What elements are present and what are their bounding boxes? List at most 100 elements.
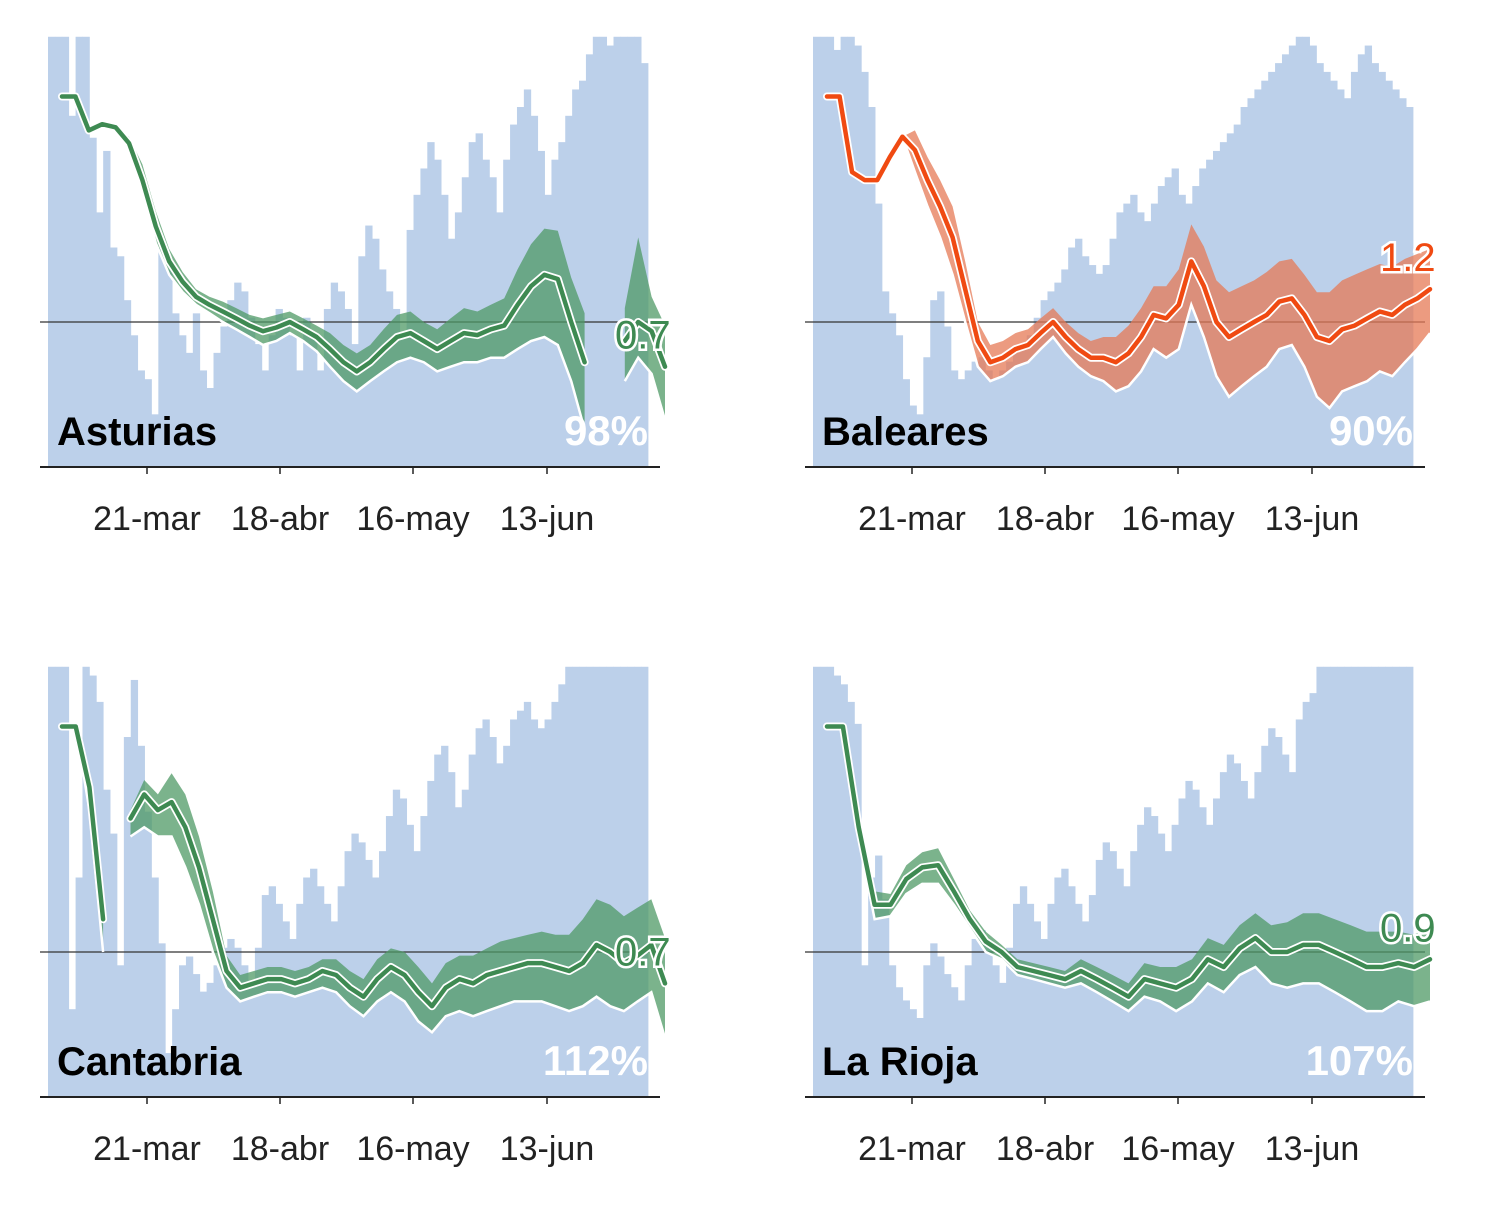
bar xyxy=(1019,886,1028,1097)
bar xyxy=(937,956,945,1097)
bar xyxy=(978,357,986,467)
bar xyxy=(165,1053,173,1097)
percentage-label: 107% xyxy=(1306,1037,1413,1084)
bar xyxy=(819,666,828,1097)
bar xyxy=(144,811,152,1097)
bar xyxy=(289,335,297,467)
bar xyxy=(1357,54,1366,468)
bar xyxy=(137,745,145,1097)
bar xyxy=(1309,45,1317,467)
bar xyxy=(937,291,945,467)
bar xyxy=(1047,903,1055,1097)
bar xyxy=(613,36,621,467)
bar xyxy=(220,947,228,1097)
bar xyxy=(895,987,904,1097)
bar xyxy=(840,36,848,467)
bar xyxy=(1013,352,1021,467)
bar xyxy=(537,728,545,1097)
bar xyxy=(613,666,621,1097)
bar xyxy=(1350,71,1359,468)
bar xyxy=(551,701,559,1097)
bar xyxy=(151,414,159,467)
bar xyxy=(634,666,642,1097)
x-tick-label: 13-jun xyxy=(500,1130,595,1168)
rt-line xyxy=(824,724,1433,999)
bar xyxy=(61,36,70,467)
bar xyxy=(1157,833,1166,1097)
bar xyxy=(1054,877,1062,1097)
bar xyxy=(330,921,339,1097)
bar xyxy=(103,150,111,468)
x-tick-label: 18-abr xyxy=(996,500,1094,538)
bar xyxy=(130,679,139,1097)
confidence-band xyxy=(827,725,1431,1013)
bar xyxy=(151,877,159,1097)
bar xyxy=(461,789,470,1097)
bar xyxy=(868,877,876,1097)
bar xyxy=(116,256,125,467)
bar xyxy=(999,370,1007,467)
bar xyxy=(296,903,304,1097)
band-low-edge xyxy=(129,825,667,1039)
bar xyxy=(1330,80,1338,468)
x-tick-label: 13-jun xyxy=(1265,1130,1360,1168)
x-tick-label: 18-abr xyxy=(231,1130,329,1168)
bar xyxy=(565,666,573,1097)
panel-baleares: 1.2 21-mar 18-abr 16-may 13-jun Baleares 90% xyxy=(805,20,1500,590)
bar xyxy=(241,965,249,1097)
region-label: La Rioja xyxy=(822,1040,978,1084)
bar xyxy=(220,326,228,467)
bar xyxy=(351,344,359,467)
bar xyxy=(620,666,628,1097)
bar xyxy=(826,36,835,467)
bar xyxy=(1033,317,1041,467)
bar xyxy=(1013,903,1021,1097)
bar xyxy=(1040,300,1048,467)
bar xyxy=(826,666,835,1097)
bar xyxy=(881,899,890,1097)
bar xyxy=(475,133,483,468)
bar xyxy=(1040,938,1048,1097)
bar xyxy=(1385,666,1393,1097)
bar xyxy=(268,335,276,467)
bar xyxy=(1288,45,1297,467)
bar xyxy=(1081,921,1090,1097)
bar xyxy=(82,666,90,1097)
chart-svg: 0.7 21-mar 18-abr 16-may 13-jun Asturias 98% xyxy=(40,36,673,538)
bar xyxy=(103,789,111,1097)
bar xyxy=(1399,666,1407,1097)
bar xyxy=(854,723,862,1097)
bar xyxy=(1026,903,1035,1097)
bar xyxy=(1006,361,1014,467)
bar xyxy=(323,308,332,467)
bar xyxy=(448,772,456,1097)
bar xyxy=(165,269,173,467)
bar xyxy=(881,291,890,467)
bar xyxy=(1130,851,1138,1097)
bar xyxy=(971,938,979,1097)
bar xyxy=(523,701,532,1097)
bar xyxy=(227,938,235,1097)
bar xyxy=(1275,737,1283,1097)
bar xyxy=(434,159,442,467)
bar xyxy=(606,45,614,467)
bar xyxy=(1047,291,1055,467)
x-tick-label: 16-may xyxy=(1121,1130,1234,1168)
bar xyxy=(944,326,952,467)
bar xyxy=(1337,666,1345,1097)
bar xyxy=(261,370,270,467)
bar xyxy=(392,308,401,467)
bar xyxy=(316,886,325,1097)
bar xyxy=(895,335,904,467)
bar xyxy=(482,719,490,1097)
bar xyxy=(1302,701,1310,1097)
bar xyxy=(179,965,187,1097)
bar xyxy=(248,982,256,1097)
region-label: Asturias xyxy=(57,410,217,454)
bar xyxy=(840,684,848,1097)
bar xyxy=(902,379,910,467)
bar xyxy=(344,308,352,467)
bar xyxy=(1192,186,1200,468)
bar xyxy=(179,335,187,467)
bar xyxy=(172,313,180,467)
